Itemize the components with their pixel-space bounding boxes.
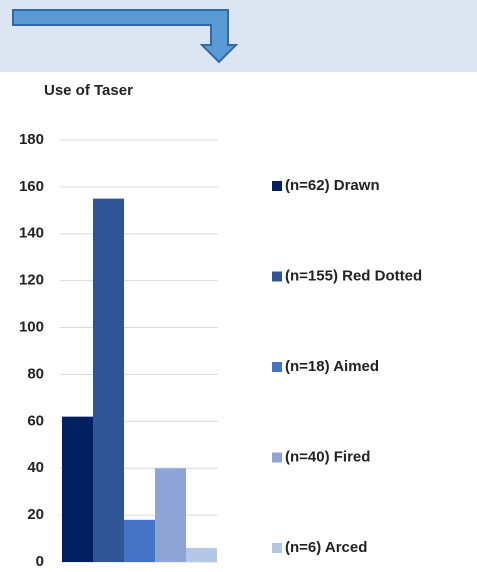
- y-tick-label: 80: [27, 365, 44, 382]
- y-tick-label: 140: [19, 225, 44, 242]
- bar: [124, 519, 155, 562]
- legend-label: (n=6) Arced: [285, 539, 367, 556]
- chart-title: Use of Taser: [44, 82, 133, 99]
- legend-swatch: [272, 271, 282, 282]
- legend-swatch: [272, 181, 282, 191]
- y-tick-label: 160: [19, 178, 44, 195]
- legend-label: (n=155) Red Dotted: [285, 267, 422, 284]
- legend-swatch: [272, 452, 282, 463]
- y-tick-label: 0: [36, 553, 44, 570]
- legend-swatch: [272, 543, 282, 553]
- arrow: [12, 9, 239, 64]
- bar: [186, 547, 217, 562]
- bar: [93, 198, 124, 562]
- legend-swatch: [272, 362, 282, 372]
- legend-label: (n=40) Fired: [285, 448, 370, 465]
- legend-label: (n=18) Aimed: [285, 358, 379, 375]
- legend-label: (n=62) Drawn: [285, 177, 380, 194]
- y-tick-label: 180: [19, 131, 44, 148]
- bar: [155, 468, 186, 562]
- y-tick-label: 20: [27, 506, 44, 523]
- y-tick-label: 60: [27, 412, 44, 429]
- bar: [62, 416, 93, 562]
- y-tick-label: 40: [27, 459, 44, 476]
- y-tick-label: 100: [19, 319, 44, 336]
- y-tick-label: 120: [19, 272, 44, 289]
